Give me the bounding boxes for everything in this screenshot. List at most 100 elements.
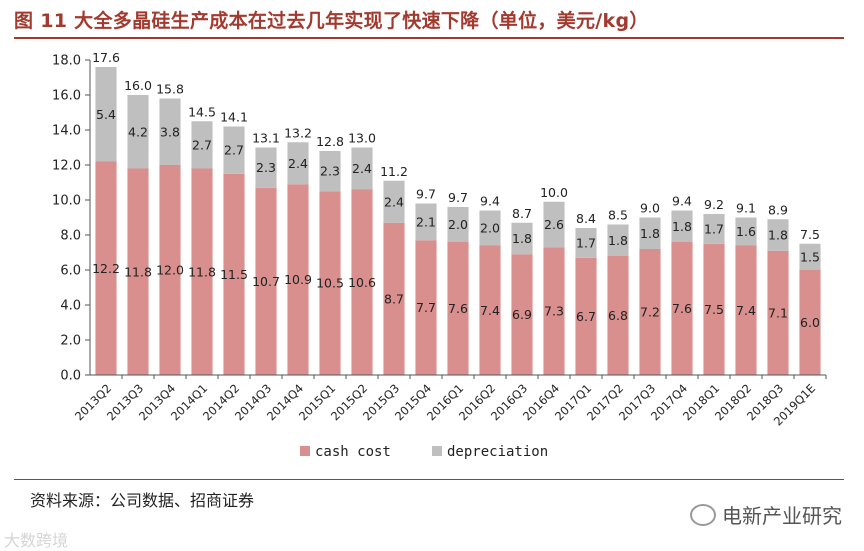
label-cash-cost: 11.8 [188, 264, 216, 279]
bar-depreciation [255, 147, 277, 188]
bar-depreciation [735, 217, 757, 246]
label-cash-cost: 7.1 [768, 305, 788, 320]
y-tick-label: 0.0 [60, 369, 81, 384]
legend-depreciation-swatch [432, 446, 442, 456]
label-cash-cost: 10.9 [284, 272, 312, 287]
label-cash-cost: 10.7 [252, 274, 280, 289]
y-tick-label: 12.0 [52, 159, 81, 174]
label-depreciation: 2.7 [192, 137, 212, 152]
label-depreciation: 2.0 [448, 217, 468, 232]
bar-cash-cost [511, 254, 533, 375]
y-tick-label: 14.0 [52, 124, 81, 139]
title-rule [14, 37, 844, 39]
bar-cash-cost [223, 173, 245, 375]
label-depreciation: 2.3 [256, 160, 276, 175]
label-depreciation: 1.7 [704, 221, 724, 236]
label-cash-cost: 7.6 [448, 301, 468, 316]
y-tick-label: 4.0 [60, 299, 81, 314]
bar-depreciation [767, 219, 789, 251]
y-tick-label: 8.0 [60, 229, 81, 244]
label-depreciation: 1.5 [800, 249, 820, 264]
label-cash-cost: 7.7 [416, 300, 436, 315]
label-cash-cost: 7.4 [736, 303, 756, 318]
bar-cash-cost [191, 168, 213, 375]
label-total: 13.1 [252, 131, 280, 146]
label-total: 14.1 [220, 110, 248, 125]
label-depreciation: 2.4 [288, 156, 308, 171]
label-cash-cost: 7.3 [544, 304, 564, 319]
label-total: 12.8 [316, 134, 344, 149]
wechat-icon [690, 504, 716, 526]
label-depreciation: 1.8 [672, 219, 692, 234]
y-tick-label: 6.0 [60, 264, 81, 279]
label-cash-cost: 6.0 [800, 315, 820, 330]
bar-depreciation [543, 201, 565, 248]
label-total: 17.6 [92, 50, 120, 65]
bar-depreciation [127, 95, 149, 169]
label-depreciation: 4.2 [128, 124, 148, 139]
label-depreciation: 2.6 [544, 217, 564, 232]
y-tick-label: 2.0 [60, 334, 81, 349]
label-total: 10.0 [540, 185, 568, 200]
y-tick-label: 10.0 [52, 194, 81, 209]
bar-cash-cost [95, 161, 117, 375]
bar-depreciation [95, 67, 117, 162]
label-cash-cost: 7.4 [480, 303, 500, 318]
label-cash-cost: 7.5 [704, 302, 724, 317]
figure-title: 图 11 大全多晶硅生产成本在过去几年实现了快速下降（单位，美元/kg） [14, 10, 649, 32]
label-total: 16.0 [124, 78, 152, 93]
bar-cash-cost [671, 242, 693, 375]
bar-cash-cost [703, 243, 725, 375]
bar-depreciation [607, 224, 629, 256]
bar-depreciation [415, 203, 437, 241]
bar-cash-cost [383, 222, 405, 375]
label-depreciation: 2.0 [480, 221, 500, 236]
bar-depreciation [511, 222, 533, 255]
bar-depreciation [159, 98, 181, 165]
label-total: 15.8 [156, 82, 184, 97]
bar-cash-cost [255, 187, 277, 375]
bar-depreciation [383, 180, 405, 223]
bar-cash-cost [799, 270, 821, 375]
label-cash-cost: 6.8 [608, 308, 628, 323]
label-cash-cost: 7.2 [640, 305, 660, 320]
label-depreciation: 1.7 [576, 235, 596, 250]
label-cash-cost: 7.6 [672, 301, 692, 316]
label-depreciation: 2.4 [384, 194, 404, 209]
bar-cash-cost [543, 247, 565, 375]
bar-cash-cost [735, 245, 757, 375]
label-cash-cost: 12.0 [156, 263, 184, 278]
label-cash-cost: 11.5 [220, 267, 248, 282]
label-total: 9.0 [640, 201, 660, 216]
bar-depreciation [671, 210, 693, 242]
bar-cash-cost [575, 257, 597, 375]
bar-cash-cost [351, 189, 373, 375]
bar-cash-cost [319, 191, 341, 375]
label-cash-cost: 6.9 [512, 307, 532, 322]
bar-cash-cost [159, 165, 181, 375]
source-note: 资料来源：公司数据、招商证券 [30, 491, 255, 510]
label-cash-cost: 8.7 [384, 291, 404, 306]
bar-depreciation [447, 207, 469, 242]
bar-cash-cost [287, 184, 309, 375]
bar-depreciation [639, 217, 661, 249]
bar-depreciation [191, 121, 213, 169]
label-total: 9.4 [672, 194, 692, 209]
watermark-text: 电新产业研究 [722, 504, 842, 528]
y-tick-label: 18.0 [52, 54, 81, 69]
bar-cash-cost [639, 249, 661, 375]
label-total: 9.4 [480, 194, 500, 209]
label-total: 13.0 [348, 131, 376, 146]
label-total: 8.9 [768, 202, 788, 217]
watermark: 电新产业研究 [690, 500, 842, 529]
label-depreciation: 1.6 [736, 224, 756, 239]
bar-cash-cost [479, 245, 501, 375]
label-total: 8.7 [512, 206, 532, 221]
label-total: 14.5 [188, 104, 216, 119]
label-total: 8.4 [576, 211, 596, 226]
legend-depreciation-label: depreciation [447, 444, 548, 460]
label-total: 11.2 [380, 164, 408, 179]
label-depreciation: 2.7 [224, 143, 244, 158]
label-cash-cost: 6.7 [576, 309, 596, 324]
label-cash-cost: 12.2 [92, 261, 120, 276]
